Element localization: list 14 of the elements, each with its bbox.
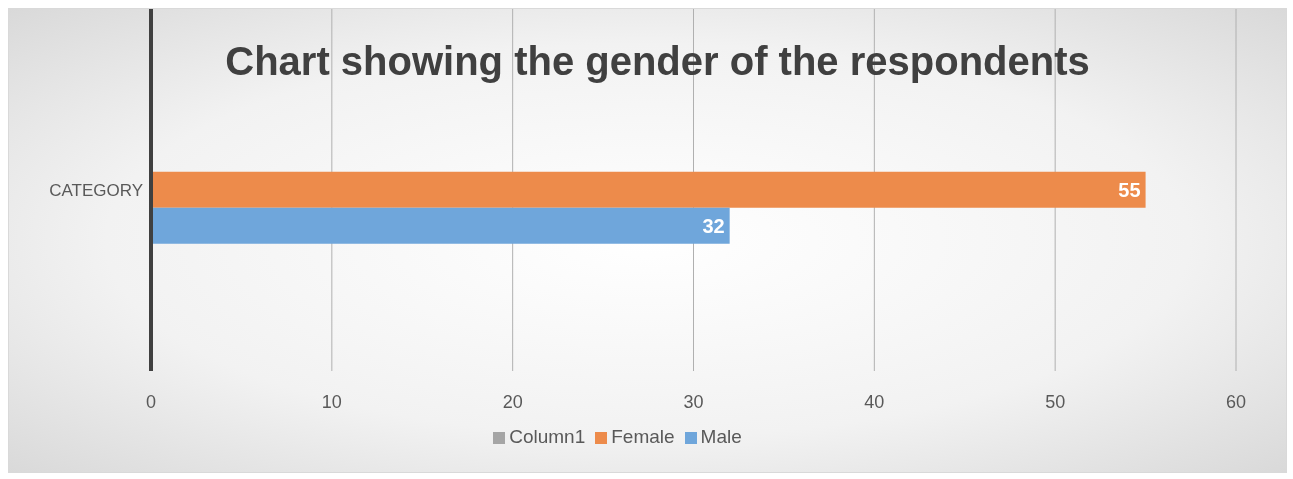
- x-tick-label: 30: [683, 391, 704, 412]
- legend-label: Male: [700, 426, 742, 447]
- legend-label: Column1: [509, 426, 586, 447]
- legend-label: Female: [611, 426, 675, 447]
- y-tick-label: CATEGORY: [49, 181, 143, 201]
- x-tick-label: 60: [1225, 391, 1247, 412]
- x-tick-label: 40: [864, 391, 885, 412]
- x-tick-label: 50: [1045, 391, 1066, 412]
- chart-title: Chart showing the gender of the respondents: [224, 39, 1091, 84]
- data-label: 55: [1118, 178, 1141, 201]
- x-tick-label: 10: [321, 391, 342, 412]
- x-tick-label: 20: [502, 391, 523, 412]
- x-tick-label: 0: [145, 391, 157, 412]
- data-label: 32: [702, 214, 725, 237]
